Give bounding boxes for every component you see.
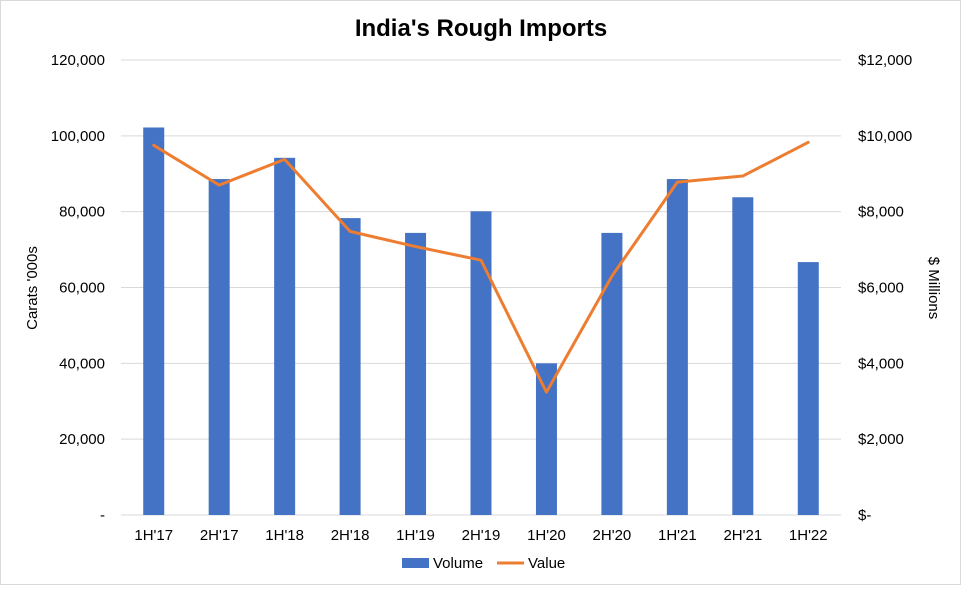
volume-bar [732, 197, 754, 515]
value-line-layer [152, 140, 810, 394]
x-axis-tick-label: 2H'21 [723, 527, 762, 544]
volume-bar [405, 232, 427, 515]
volume-bar [339, 218, 361, 516]
right-axis-tick-label: $6,000 [858, 280, 904, 297]
left-axis-tick-label: 40,000 [59, 355, 105, 372]
right-axis-tick-label: $4,000 [858, 355, 904, 372]
left-axis-tick-label: 80,000 [59, 204, 105, 221]
left-axis-tick-label: 20,000 [59, 431, 105, 448]
right-axis-tick-label: $2,000 [858, 431, 904, 448]
legend-volume-label: Volume [433, 555, 483, 572]
legend-volume-swatch [402, 558, 429, 568]
x-axis-tick-label: 1H'18 [265, 527, 304, 544]
x-axis-tick-label: 2H'20 [593, 527, 632, 544]
value-line [152, 140, 810, 394]
left-axis-tick-label: 60,000 [59, 280, 105, 297]
x-axis-tick-label: 1H'19 [396, 527, 435, 544]
left-axis-tick-label: 120,000 [51, 52, 105, 69]
right-axis-tick-label: $8,000 [858, 204, 904, 221]
right-axis-title: $ Millions [925, 257, 942, 320]
legend-value-label: Value [528, 555, 565, 572]
volume-bar [274, 157, 296, 515]
left-axis-title: Carats '000s [24, 246, 41, 330]
x-axis-tick-label: 1H'20 [527, 527, 566, 544]
legend: Volume Value [402, 555, 565, 572]
volume-bar [208, 179, 230, 515]
right-axis-tick-label: $10,000 [858, 128, 912, 145]
volume-bar [666, 179, 688, 515]
right-axis-tick-label: $12,000 [858, 52, 912, 69]
x-axis-ticks: 1H'17 2H'17 1H'18 2H'18 1H'19 2H'19 1H'20 2H'20… [134, 527, 827, 544]
x-axis-tick-label: 1H'17 [134, 527, 173, 544]
x-axis-tick-label: 1H'22 [789, 527, 828, 544]
chart-title: India's Rough Imports [355, 15, 607, 42]
volume-bar [470, 211, 492, 515]
left-axis-tick-label: 100,000 [51, 128, 105, 145]
volume-bars [143, 127, 819, 516]
x-axis-tick-label: 2H'17 [200, 527, 239, 544]
volume-bar [535, 363, 557, 515]
left-axis-ticks: - 20,000 40,000 60,000 80,000 100,000 120,000 [51, 52, 105, 524]
volume-bar [143, 127, 165, 515]
right-axis-ticks: $- $2,000 $4,000 $6,000 $8,000 $10,000 $12,000 [858, 52, 912, 524]
x-axis-tick-label: 1H'21 [658, 527, 697, 544]
left-axis-tick-label: - [100, 507, 105, 524]
volume-bar [797, 262, 819, 515]
volume-bar [601, 232, 623, 515]
right-axis-tick-label: $- [858, 507, 871, 524]
x-axis-tick-label: 2H'18 [331, 527, 370, 544]
x-axis-tick-label: 2H'19 [462, 527, 501, 544]
